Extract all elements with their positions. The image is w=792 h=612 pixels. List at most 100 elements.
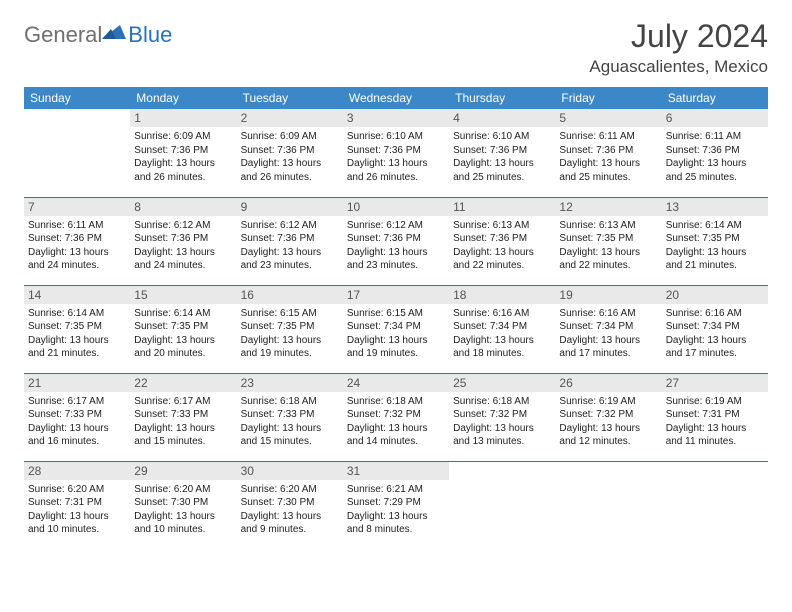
day-number: 5 (555, 109, 661, 127)
day-number: 30 (237, 462, 343, 480)
calendar-cell: 18Sunrise: 6:16 AMSunset: 7:34 PMDayligh… (449, 285, 555, 373)
sunset-text: Sunset: 7:32 PM (559, 408, 657, 422)
day-info: Sunrise: 6:11 AMSunset: 7:36 PMDaylight:… (559, 130, 657, 184)
daylight-text: Daylight: 13 hours and 8 minutes. (347, 510, 445, 537)
sunrise-text: Sunrise: 6:14 AM (28, 307, 126, 321)
sunset-text: Sunset: 7:36 PM (347, 144, 445, 158)
location: Aguascalientes, Mexico (589, 57, 768, 77)
daylight-text: Daylight: 13 hours and 17 minutes. (559, 334, 657, 361)
day-info: Sunrise: 6:09 AMSunset: 7:36 PMDaylight:… (241, 130, 339, 184)
sunrise-text: Sunrise: 6:21 AM (347, 483, 445, 497)
sunset-text: Sunset: 7:34 PM (347, 320, 445, 334)
sunset-text: Sunset: 7:33 PM (28, 408, 126, 422)
daylight-text: Daylight: 13 hours and 26 minutes. (347, 157, 445, 184)
day-info: Sunrise: 6:16 AMSunset: 7:34 PMDaylight:… (666, 307, 764, 361)
day-number: 8 (130, 198, 236, 216)
day-number: 9 (237, 198, 343, 216)
weekday-header: Tuesday (237, 87, 343, 109)
sunrise-text: Sunrise: 6:11 AM (666, 130, 764, 144)
daylight-text: Daylight: 13 hours and 21 minutes. (666, 246, 764, 273)
calendar-cell: 21Sunrise: 6:17 AMSunset: 7:33 PMDayligh… (24, 373, 130, 461)
calendar-cell: 31Sunrise: 6:21 AMSunset: 7:29 PMDayligh… (343, 461, 449, 549)
daylight-text: Daylight: 13 hours and 19 minutes. (241, 334, 339, 361)
day-info: Sunrise: 6:16 AMSunset: 7:34 PMDaylight:… (559, 307, 657, 361)
day-number: 20 (662, 286, 768, 304)
day-number: 26 (555, 374, 661, 392)
sunset-text: Sunset: 7:36 PM (134, 232, 232, 246)
day-info: Sunrise: 6:10 AMSunset: 7:36 PMDaylight:… (347, 130, 445, 184)
sunset-text: Sunset: 7:35 PM (559, 232, 657, 246)
day-number: 19 (555, 286, 661, 304)
sunrise-text: Sunrise: 6:16 AM (666, 307, 764, 321)
sunset-text: Sunset: 7:36 PM (241, 232, 339, 246)
day-info: Sunrise: 6:20 AMSunset: 7:30 PMDaylight:… (134, 483, 232, 537)
header: General Blue July 2024 Aguascalientes, M… (24, 18, 768, 77)
calendar-cell: 14Sunrise: 6:14 AMSunset: 7:35 PMDayligh… (24, 285, 130, 373)
sunrise-text: Sunrise: 6:20 AM (28, 483, 126, 497)
day-info: Sunrise: 6:17 AMSunset: 7:33 PMDaylight:… (28, 395, 126, 449)
sunset-text: Sunset: 7:36 PM (559, 144, 657, 158)
calendar-week-row: 1Sunrise: 6:09 AMSunset: 7:36 PMDaylight… (24, 109, 768, 197)
sunrise-text: Sunrise: 6:19 AM (559, 395, 657, 409)
daylight-text: Daylight: 13 hours and 19 minutes. (347, 334, 445, 361)
sunrise-text: Sunrise: 6:09 AM (241, 130, 339, 144)
calendar-cell: 27Sunrise: 6:19 AMSunset: 7:31 PMDayligh… (662, 373, 768, 461)
brand-blue: Blue (128, 22, 172, 48)
sunset-text: Sunset: 7:30 PM (134, 496, 232, 510)
calendar-cell: 5 Sunrise: 6:11 AMSunset: 7:36 PMDaylight… (555, 109, 661, 197)
calendar-cell: 12Sunrise: 6:13 AMSunset: 7:35 PMDayligh… (555, 197, 661, 285)
calendar-cell (24, 109, 130, 197)
sunrise-text: Sunrise: 6:09 AM (134, 130, 232, 144)
calendar-cell: 2Sunrise: 6:09 AMSunset: 7:36 PMDaylight… (237, 109, 343, 197)
calendar-cell: 22Sunrise: 6:17 AMSunset: 7:33 PMDayligh… (130, 373, 236, 461)
day-number: 18 (449, 286, 555, 304)
calendar-cell: 26 Sunrise: 6:19 AMSunset: 7:32 PMDayligh… (555, 373, 661, 461)
sunrise-text: Sunrise: 6:15 AM (347, 307, 445, 321)
day-number: 12 (555, 198, 661, 216)
day-info: Sunrise: 6:12 AMSunset: 7:36 PMDaylight:… (347, 219, 445, 273)
daylight-text: Daylight: 13 hours and 17 minutes. (666, 334, 764, 361)
sunset-text: Sunset: 7:32 PM (347, 408, 445, 422)
daylight-text: Daylight: 13 hours and 12 minutes. (559, 422, 657, 449)
sunset-text: Sunset: 7:36 PM (134, 144, 232, 158)
sunset-text: Sunset: 7:30 PM (241, 496, 339, 510)
daylight-text: Daylight: 13 hours and 23 minutes. (241, 246, 339, 273)
sunset-text: Sunset: 7:34 PM (666, 320, 764, 334)
day-number: 11 (449, 198, 555, 216)
daylight-text: Daylight: 13 hours and 16 minutes. (28, 422, 126, 449)
day-info: Sunrise: 6:18 AMSunset: 7:33 PMDaylight:… (241, 395, 339, 449)
calendar-cell (555, 461, 661, 549)
calendar-cell: 8 Sunrise: 6:12 AMSunset: 7:36 PMDaylight… (130, 197, 236, 285)
daylight-text: Daylight: 13 hours and 25 minutes. (559, 157, 657, 184)
calendar-cell: 11Sunrise: 6:13 AMSunset: 7:36 PMDayligh… (449, 197, 555, 285)
sunset-text: Sunset: 7:35 PM (28, 320, 126, 334)
sunset-text: Sunset: 7:31 PM (666, 408, 764, 422)
sunset-text: Sunset: 7:36 PM (28, 232, 126, 246)
sunset-text: Sunset: 7:36 PM (347, 232, 445, 246)
sunrise-text: Sunrise: 6:18 AM (453, 395, 551, 409)
sunset-text: Sunset: 7:36 PM (241, 144, 339, 158)
weekday-header-row: Sunday Monday Tuesday Wednesday Thursday… (24, 87, 768, 109)
day-info: Sunrise: 6:11 AMSunset: 7:36 PMDaylight:… (28, 219, 126, 273)
day-info: Sunrise: 6:19 AMSunset: 7:32 PMDaylight:… (559, 395, 657, 449)
day-info: Sunrise: 6:11 AMSunset: 7:36 PMDaylight:… (666, 130, 764, 184)
sunrise-text: Sunrise: 6:16 AM (453, 307, 551, 321)
calendar-cell: 28Sunrise: 6:20 AMSunset: 7:31 PMDayligh… (24, 461, 130, 549)
sunset-text: Sunset: 7:35 PM (241, 320, 339, 334)
calendar-cell: 19 Sunrise: 6:16 AMSunset: 7:34 PMDayligh… (555, 285, 661, 373)
day-info: Sunrise: 6:15 AMSunset: 7:34 PMDaylight:… (347, 307, 445, 361)
daylight-text: Daylight: 13 hours and 14 minutes. (347, 422, 445, 449)
sunset-text: Sunset: 7:32 PM (453, 408, 551, 422)
calendar-week-row: 14Sunrise: 6:14 AMSunset: 7:35 PMDayligh… (24, 285, 768, 373)
day-number: 28 (24, 462, 130, 480)
day-number: 1 (130, 109, 236, 127)
day-number: 15 (130, 286, 236, 304)
daylight-text: Daylight: 13 hours and 9 minutes. (241, 510, 339, 537)
sunset-text: Sunset: 7:35 PM (666, 232, 764, 246)
day-info: Sunrise: 6:12 AMSunset: 7:36 PMDaylight:… (134, 219, 232, 273)
day-number: 10 (343, 198, 449, 216)
day-number: 22 (130, 374, 236, 392)
daylight-text: Daylight: 13 hours and 24 minutes. (28, 246, 126, 273)
calendar-cell: 7Sunrise: 6:11 AMSunset: 7:36 PMDaylight… (24, 197, 130, 285)
daylight-text: Daylight: 13 hours and 25 minutes. (453, 157, 551, 184)
